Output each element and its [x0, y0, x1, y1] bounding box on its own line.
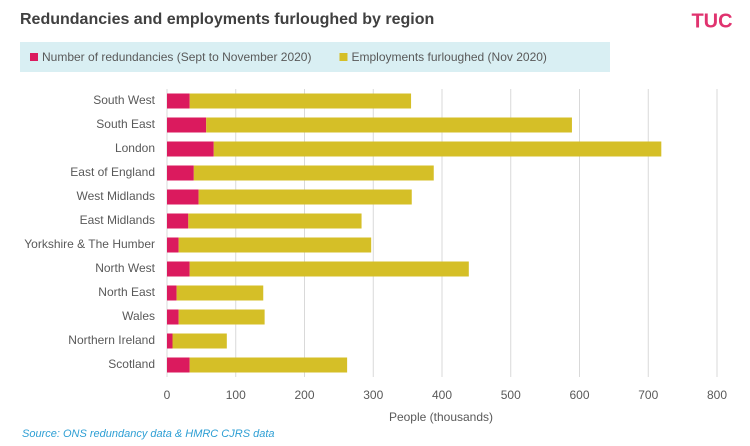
legend-box	[20, 42, 610, 72]
bar-segment	[193, 165, 434, 181]
x-tick-label: 400	[432, 388, 452, 402]
bar-segment	[167, 309, 179, 325]
bar-segment	[206, 117, 572, 133]
x-tick-label: 200	[294, 388, 314, 402]
bar-segment	[167, 93, 190, 109]
bar-segment	[189, 357, 348, 373]
x-tick-label: 500	[501, 388, 521, 402]
bar-segment	[178, 309, 265, 325]
chart-title: Redundancies and employments furloughed …	[20, 11, 434, 28]
y-tick-label: Wales	[122, 309, 155, 323]
y-tick-label: East of England	[70, 165, 155, 179]
x-tick-label: 0	[164, 388, 171, 402]
source-note: Source: ONS redundancy data & HMRC CJRS …	[22, 428, 275, 440]
x-tick-label: 100	[226, 388, 246, 402]
x-tick-label: 800	[707, 388, 727, 402]
y-tick-label: South West	[93, 93, 155, 107]
bar-segment	[167, 357, 190, 373]
x-axis-title: People (thousands)	[389, 410, 493, 424]
bar-segment	[167, 285, 177, 301]
x-tick-label: 300	[363, 388, 383, 402]
y-tick-label: Scotland	[108, 357, 155, 371]
bar-segment	[176, 285, 264, 301]
x-tick-label: 600	[569, 388, 589, 402]
bar-segment	[167, 165, 194, 181]
logo: TUC	[691, 10, 732, 32]
bar-segment	[167, 141, 214, 157]
bar-segment	[167, 117, 207, 133]
bar-segment	[189, 261, 469, 277]
y-tick-label: South East	[96, 117, 155, 131]
bar-segment	[167, 333, 173, 349]
y-tick-label: North West	[95, 261, 155, 275]
legend-swatch	[339, 53, 348, 61]
bar-segment	[167, 189, 199, 205]
bar-segment	[213, 141, 662, 157]
bar-segment	[167, 261, 190, 277]
y-tick-label: London	[115, 141, 155, 155]
bar-segment	[172, 333, 227, 349]
x-tick-label: 700	[638, 388, 658, 402]
y-tick-label: Northern Ireland	[68, 333, 155, 347]
bar-segment	[198, 189, 412, 205]
bar-segment	[167, 213, 189, 229]
y-tick-label: North East	[98, 285, 155, 299]
legend-swatch	[30, 53, 38, 61]
legend-label: Number of redundancies (Sept to November…	[42, 50, 311, 64]
bar-segment	[178, 237, 372, 253]
bar-segment	[167, 237, 179, 253]
bar-segment	[189, 93, 412, 109]
bar-segment	[188, 213, 362, 229]
y-tick-label: East Midlands	[80, 213, 155, 227]
legend-label: Employments furloughed (Nov 2020)	[351, 50, 546, 64]
y-tick-label: West Midlands	[77, 189, 155, 203]
y-tick-label: Yorkshire & The Humber	[24, 237, 155, 251]
